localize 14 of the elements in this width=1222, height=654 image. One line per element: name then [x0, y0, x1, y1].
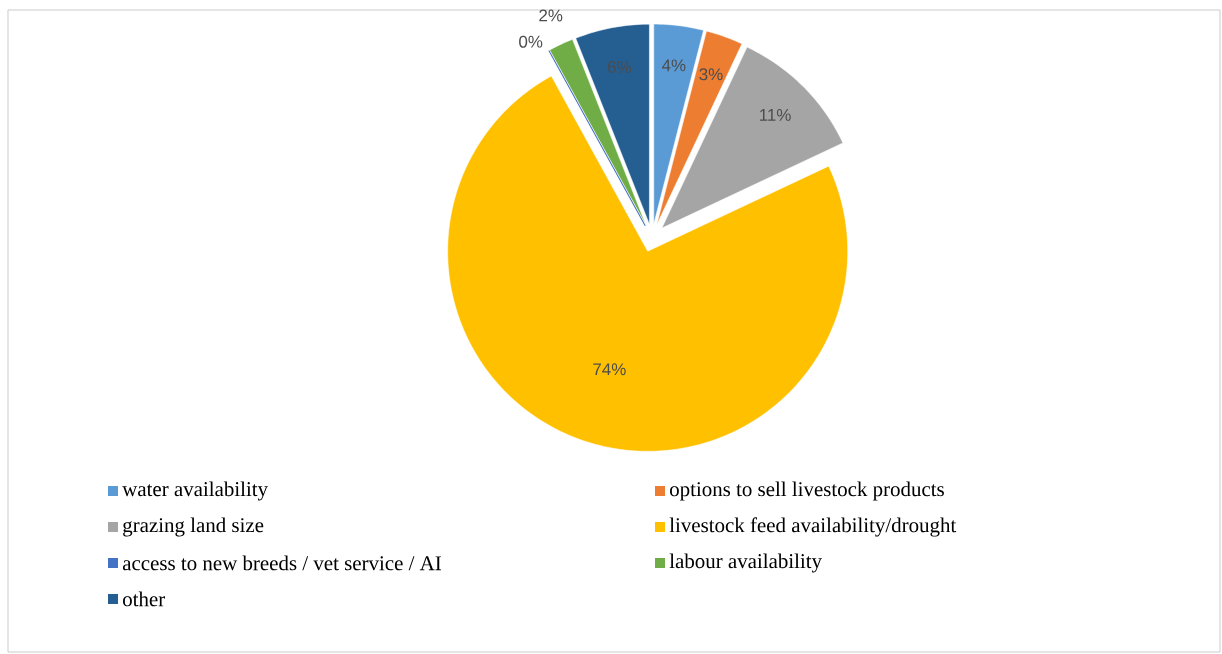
data-label: 74% — [593, 363, 626, 376]
data-label: 11% — [760, 109, 791, 121]
legend-label: options to sell livestock products — [670, 481, 944, 501]
data-label: 3% — [699, 68, 723, 81]
data-label: 4% — [661, 59, 686, 72]
text: 0% — [519, 35, 543, 48]
legend-label: other — [123, 591, 166, 607]
legend-label: labour availability — [669, 553, 822, 573]
legend-label: livestock feed availability/drought — [669, 517, 957, 537]
data-label: 2% — [539, 9, 563, 22]
data-label: 6% — [608, 61, 632, 74]
legend-label: water availability — [122, 481, 268, 501]
legend-label: access to new breeds / vet service / AI — [122, 555, 442, 571]
legend-label: grazing land size — [123, 517, 264, 537]
